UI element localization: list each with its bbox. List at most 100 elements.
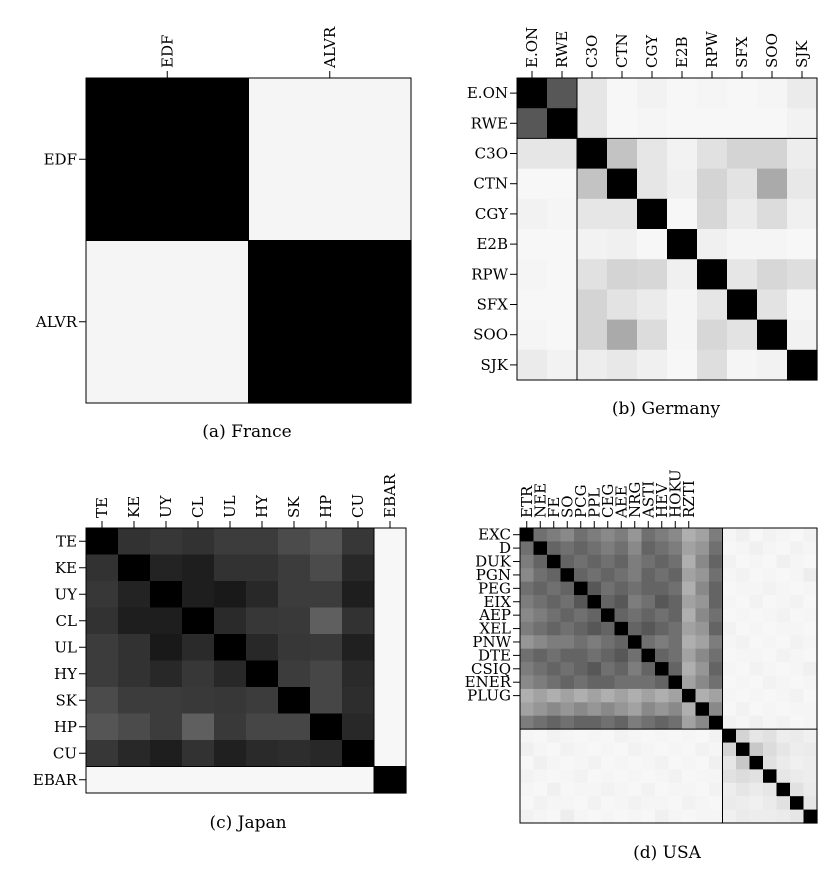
heatmap-cell xyxy=(776,595,791,610)
heatmap-cell xyxy=(655,755,670,770)
heatmap-cell xyxy=(641,702,656,717)
heatmap-cell xyxy=(248,78,412,242)
heatmap-cell xyxy=(787,168,818,200)
heatmap-cell xyxy=(727,319,758,351)
heatmap-cell xyxy=(776,729,791,744)
col-label-asti: ASTI xyxy=(639,481,657,519)
heatmap-cell xyxy=(749,608,764,623)
heatmap-cell xyxy=(560,554,575,569)
heatmap-cell xyxy=(182,634,215,662)
heatmap-cell xyxy=(757,259,788,290)
heatmap-cell xyxy=(776,662,791,677)
heatmap-cell xyxy=(577,198,608,230)
heatmap-cell xyxy=(547,621,562,636)
heatmap-cell xyxy=(520,648,535,663)
heatmap-cell xyxy=(757,108,788,139)
heatmap-cell xyxy=(637,259,668,290)
heatmap-cell xyxy=(574,568,589,583)
heatmap-cell xyxy=(776,769,791,784)
heatmap-cell xyxy=(118,660,151,688)
heatmap-cell xyxy=(533,702,548,717)
heatmap-cell xyxy=(560,809,575,824)
heatmap-cell xyxy=(118,687,151,715)
heatmap-cell xyxy=(547,138,578,170)
heatmap-cell xyxy=(533,581,548,596)
heatmap-cell xyxy=(601,796,616,811)
heatmap-cell xyxy=(709,715,724,730)
heatmap-cell xyxy=(374,713,407,741)
heatmap-cell xyxy=(533,648,548,663)
heatmap-cell xyxy=(641,568,656,583)
heatmap-cell xyxy=(278,607,311,635)
heatmap-cell xyxy=(374,528,407,556)
col-label-sk: SK xyxy=(285,496,303,518)
heatmap-cell xyxy=(682,554,697,569)
col-label-ebar: EBAR xyxy=(381,473,399,518)
heatmap-cell xyxy=(577,78,608,109)
heatmap-cell xyxy=(517,108,548,139)
heatmap-cell xyxy=(637,198,668,230)
row-label-ctn: CTN xyxy=(473,175,508,193)
heatmap-cell xyxy=(695,809,710,824)
heatmap-cell xyxy=(214,634,247,662)
heatmap-cell xyxy=(150,554,183,582)
heatmap-cell xyxy=(776,715,791,730)
heatmap-cell xyxy=(601,541,616,556)
heatmap-cell xyxy=(776,621,791,636)
heatmap-cell xyxy=(614,541,629,556)
col-label-rzti: RZTI xyxy=(680,480,698,518)
heatmap-cell xyxy=(695,742,710,757)
heatmap-cell xyxy=(560,621,575,636)
heatmap-cell xyxy=(342,581,375,609)
heatmap-cell xyxy=(803,621,818,636)
heatmap-cell xyxy=(574,809,589,824)
heatmap-cell xyxy=(709,675,724,690)
heatmap-cell xyxy=(667,138,698,170)
heatmap-panel--b-germany: E.ON RWE C3O CTN CGY E2B RPW SFX SOO SJK E.ON RWE C3… xyxy=(467,27,818,419)
heatmap-cell xyxy=(709,554,724,569)
heatmap-cell xyxy=(736,662,751,677)
heatmap-cell xyxy=(763,809,778,824)
heatmap-cell xyxy=(641,635,656,650)
row-label-hy: HY xyxy=(54,665,78,683)
heatmap-cell xyxy=(520,568,535,583)
heatmap-cell xyxy=(655,595,670,610)
heatmap-cell xyxy=(736,675,751,690)
heatmap-cell xyxy=(182,607,215,635)
heatmap-cell xyxy=(601,769,616,784)
heatmap-cell xyxy=(547,541,562,556)
col-label-uy: UY xyxy=(157,494,175,518)
heatmap-cell xyxy=(655,621,670,636)
heatmap-cell xyxy=(668,554,683,569)
heatmap-cell xyxy=(736,581,751,596)
heatmap-cell xyxy=(342,766,375,794)
heatmap-cell xyxy=(641,729,656,744)
heatmap-cell xyxy=(614,581,629,596)
heatmap-cell xyxy=(682,796,697,811)
heatmap-cell xyxy=(749,715,764,730)
heatmap-cell xyxy=(655,796,670,811)
heatmap-cell xyxy=(787,78,818,109)
row-label-e-on: E.ON xyxy=(467,84,508,102)
heatmap-cell xyxy=(520,796,535,811)
row-label-dte: DTE xyxy=(478,646,511,664)
heatmap-cell xyxy=(763,675,778,690)
heatmap-cell xyxy=(86,607,119,635)
heatmap-cell xyxy=(776,702,791,717)
heatmap-cell xyxy=(757,198,788,230)
heatmap-cell xyxy=(727,78,758,109)
heatmap-cell xyxy=(803,635,818,650)
heatmap-cell xyxy=(763,715,778,730)
heatmap-cell xyxy=(374,554,407,582)
heatmap-cell xyxy=(787,108,818,139)
heatmap-cell xyxy=(246,528,279,556)
heatmap-cell xyxy=(86,766,119,794)
heatmap-cell xyxy=(520,581,535,596)
heatmap-cell xyxy=(577,289,608,321)
heatmap-cell xyxy=(520,554,535,569)
col-label-sjk: SJK xyxy=(793,40,811,68)
heatmap-cell xyxy=(587,715,602,730)
heatmap-cell xyxy=(803,729,818,744)
heatmap-cell xyxy=(655,769,670,784)
heatmap-cell xyxy=(587,729,602,744)
